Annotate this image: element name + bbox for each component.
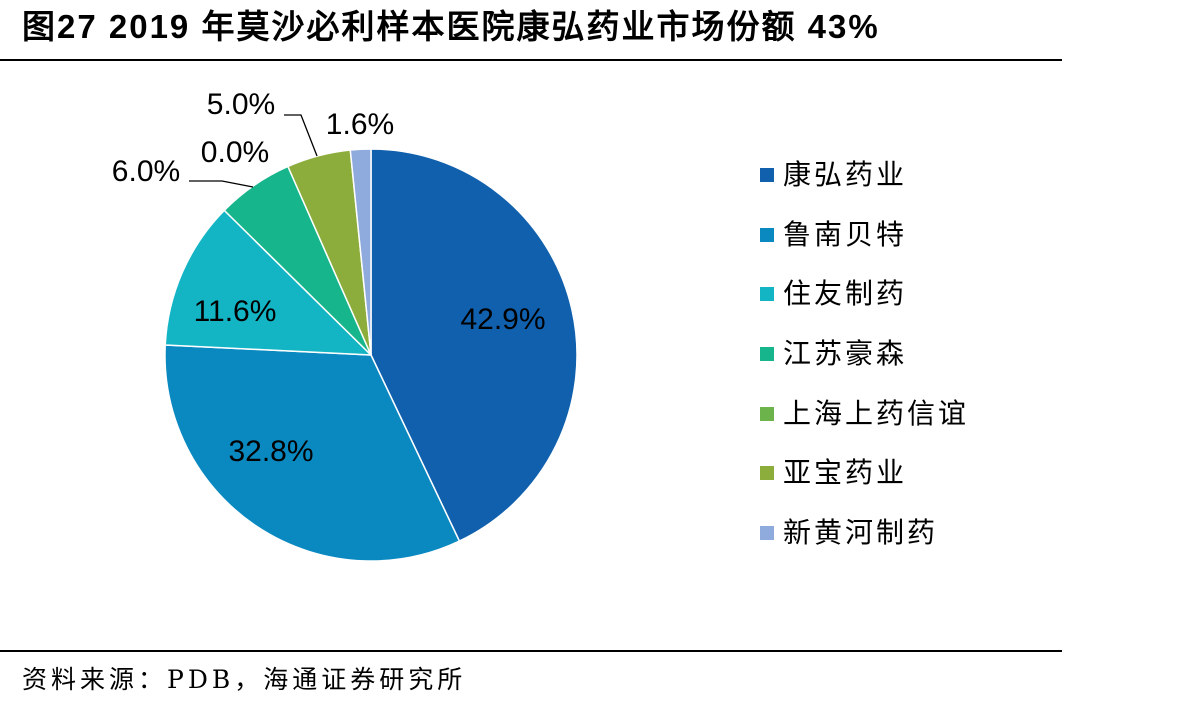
- legend-label: 上海上药信谊: [783, 396, 970, 430]
- legend-item-xinhuanghe: 新黄河制药: [760, 503, 969, 563]
- legend-swatch: [760, 466, 774, 481]
- leader-line-jiangsu-haosen: [189, 180, 254, 188]
- legend-swatch: [760, 227, 774, 242]
- legend-label: 亚宝药业: [783, 456, 908, 490]
- pie-slice-lunan-beite: [164, 344, 461, 562]
- legend-swatch: [760, 167, 774, 182]
- data-label-yabao: 5.0%: [207, 88, 275, 121]
- legend-item-jiangsu-haosen: 江苏豪森: [760, 324, 969, 384]
- data-label-lunan-beite: 32.8%: [228, 435, 313, 468]
- pie-slices: [164, 148, 578, 562]
- legend-label: 江苏豪森: [783, 336, 908, 370]
- bottom-divider: [0, 650, 1062, 652]
- top-divider: [0, 59, 1062, 61]
- legend-swatch: [760, 525, 774, 540]
- source-note: 资料来源：PDB，海通证券研究所: [22, 665, 467, 694]
- legend-item-kanghong: 康弘药业: [760, 145, 969, 205]
- data-label-kanghong: 42.9%: [460, 303, 545, 336]
- legend-item-yabao: 亚宝药业: [760, 443, 969, 503]
- legend-swatch: [760, 406, 774, 421]
- data-label-xinhuanghe: 1.6%: [326, 108, 394, 141]
- legend-label: 鲁南贝特: [783, 217, 908, 251]
- chart-title: 图27 2019 年莫沙必利样本医院康弘药业市场份额 43%: [22, 8, 880, 45]
- data-label-jiangsu-haosen: 6.0%: [112, 155, 180, 188]
- pie-slice-zhuyou: [164, 209, 372, 356]
- legend-label: 住友制药: [783, 277, 908, 311]
- legend-swatch: [760, 287, 774, 302]
- chart-legend: 康弘药业 鲁南贝特 住友制药 江苏豪森 上海上药信谊 亚宝药业 新黄河制药: [760, 145, 969, 563]
- legend-label: 康弘药业: [783, 157, 908, 191]
- legend-item-shanghai-shangyao-xinyi: 上海上药信谊: [760, 384, 969, 444]
- pie-slice-kanghong: [370, 148, 578, 542]
- data-label-zhuyou: 11.6%: [194, 295, 277, 328]
- pie-slice-xinhuanghe: [349, 148, 372, 356]
- legend-label: 新黄河制药: [783, 515, 939, 549]
- legend-item-zhuyou: 住友制药: [760, 264, 969, 324]
- legend-swatch: [760, 346, 774, 361]
- leader-line-yabao: [284, 114, 318, 157]
- data-label-shanghai-shangyao-xinyi: 0.0%: [201, 136, 269, 169]
- legend-item-lunan-beite: 鲁南贝特: [760, 205, 969, 265]
